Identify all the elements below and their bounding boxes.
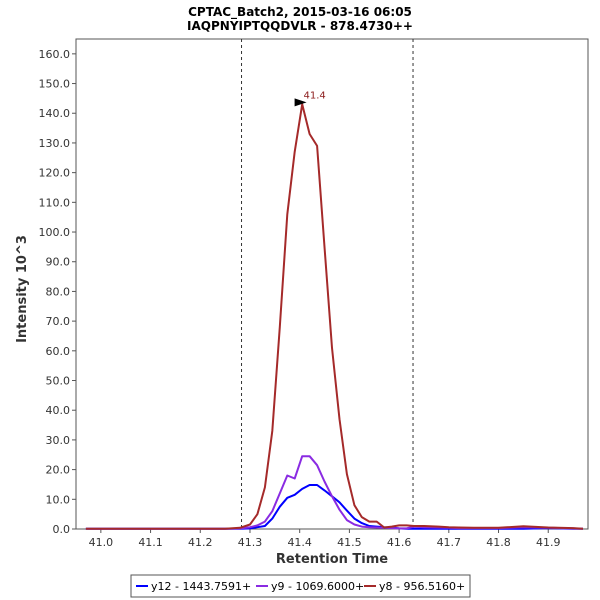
x-tick-label: 41.1	[138, 536, 163, 549]
peak-boundaries	[241, 39, 414, 529]
y-tick-label: 90.0	[46, 256, 71, 269]
peak-label: 41.4	[303, 90, 325, 101]
legend-label: y8 - 956.5160+	[379, 580, 465, 593]
y-tick-label: 150.0	[39, 78, 71, 91]
peak-marker-icon	[294, 98, 307, 107]
x-tick-label: 41.0	[89, 536, 114, 549]
y-axis: 0.0 10.0 20.0 30.0 40.0 50.0 60.0 70.0 80.0 90.0 1…	[39, 48, 76, 536]
y-tick-label: 40.0	[46, 404, 71, 417]
y-tick-label: 160.0	[39, 48, 71, 61]
x-axis: 41.0 41.1 41.2 41.3 41.4 41.5 41.6 41.7 41.8 41.9	[89, 529, 561, 549]
legend: y12 - 1443.7591+ y9 - 1069.6000+ y8 - 956.…	[136, 580, 465, 593]
y-tick-label: 120.0	[39, 167, 71, 180]
y-tick-label: 70.0	[46, 315, 71, 328]
y-tick-label: 0.0	[53, 523, 71, 536]
chart-subtitle: IAQPNYIPTQQDVLR - 878.4730++	[187, 19, 413, 33]
y-tick-label: 130.0	[39, 137, 71, 150]
x-axis-label: Retention Time	[276, 552, 388, 567]
x-tick-label: 41.2	[188, 536, 213, 549]
y-tick-label: 140.0	[39, 107, 71, 120]
legend-label: y9 - 1069.6000+	[271, 580, 364, 593]
plot-area	[75, 38, 589, 530]
legend-label: y12 - 1443.7591+	[151, 580, 251, 593]
y-tick-label: 100.0	[39, 226, 71, 239]
chart-title: CPTAC_Batch2, 2015-03-16 06:05	[188, 5, 412, 20]
x-tick-label: 41.4	[287, 536, 312, 549]
x-tick-label: 41.9	[536, 536, 561, 549]
y-tick-label: 30.0	[46, 434, 71, 447]
y-tick-label: 110.0	[39, 196, 71, 209]
peak-annotation-group: 41.4	[294, 90, 326, 107]
x-tick-label: 41.3	[238, 536, 263, 549]
x-tick-label: 41.7	[437, 536, 462, 549]
series-line	[85, 103, 584, 530]
y-axis-label: Intensity 10^3	[15, 235, 30, 343]
y-tick-label: 50.0	[46, 375, 71, 388]
y-tick-label: 60.0	[46, 345, 71, 358]
x-tick-label: 41.8	[486, 536, 511, 549]
legend-box	[130, 574, 471, 598]
y-tick-label: 10.0	[46, 493, 71, 506]
x-tick-label: 41.5	[337, 536, 362, 549]
x-tick-label: 41.6	[387, 536, 412, 549]
series-lines	[85, 103, 584, 530]
y-tick-label: 80.0	[46, 285, 71, 298]
y-tick-label: 20.0	[46, 464, 71, 477]
